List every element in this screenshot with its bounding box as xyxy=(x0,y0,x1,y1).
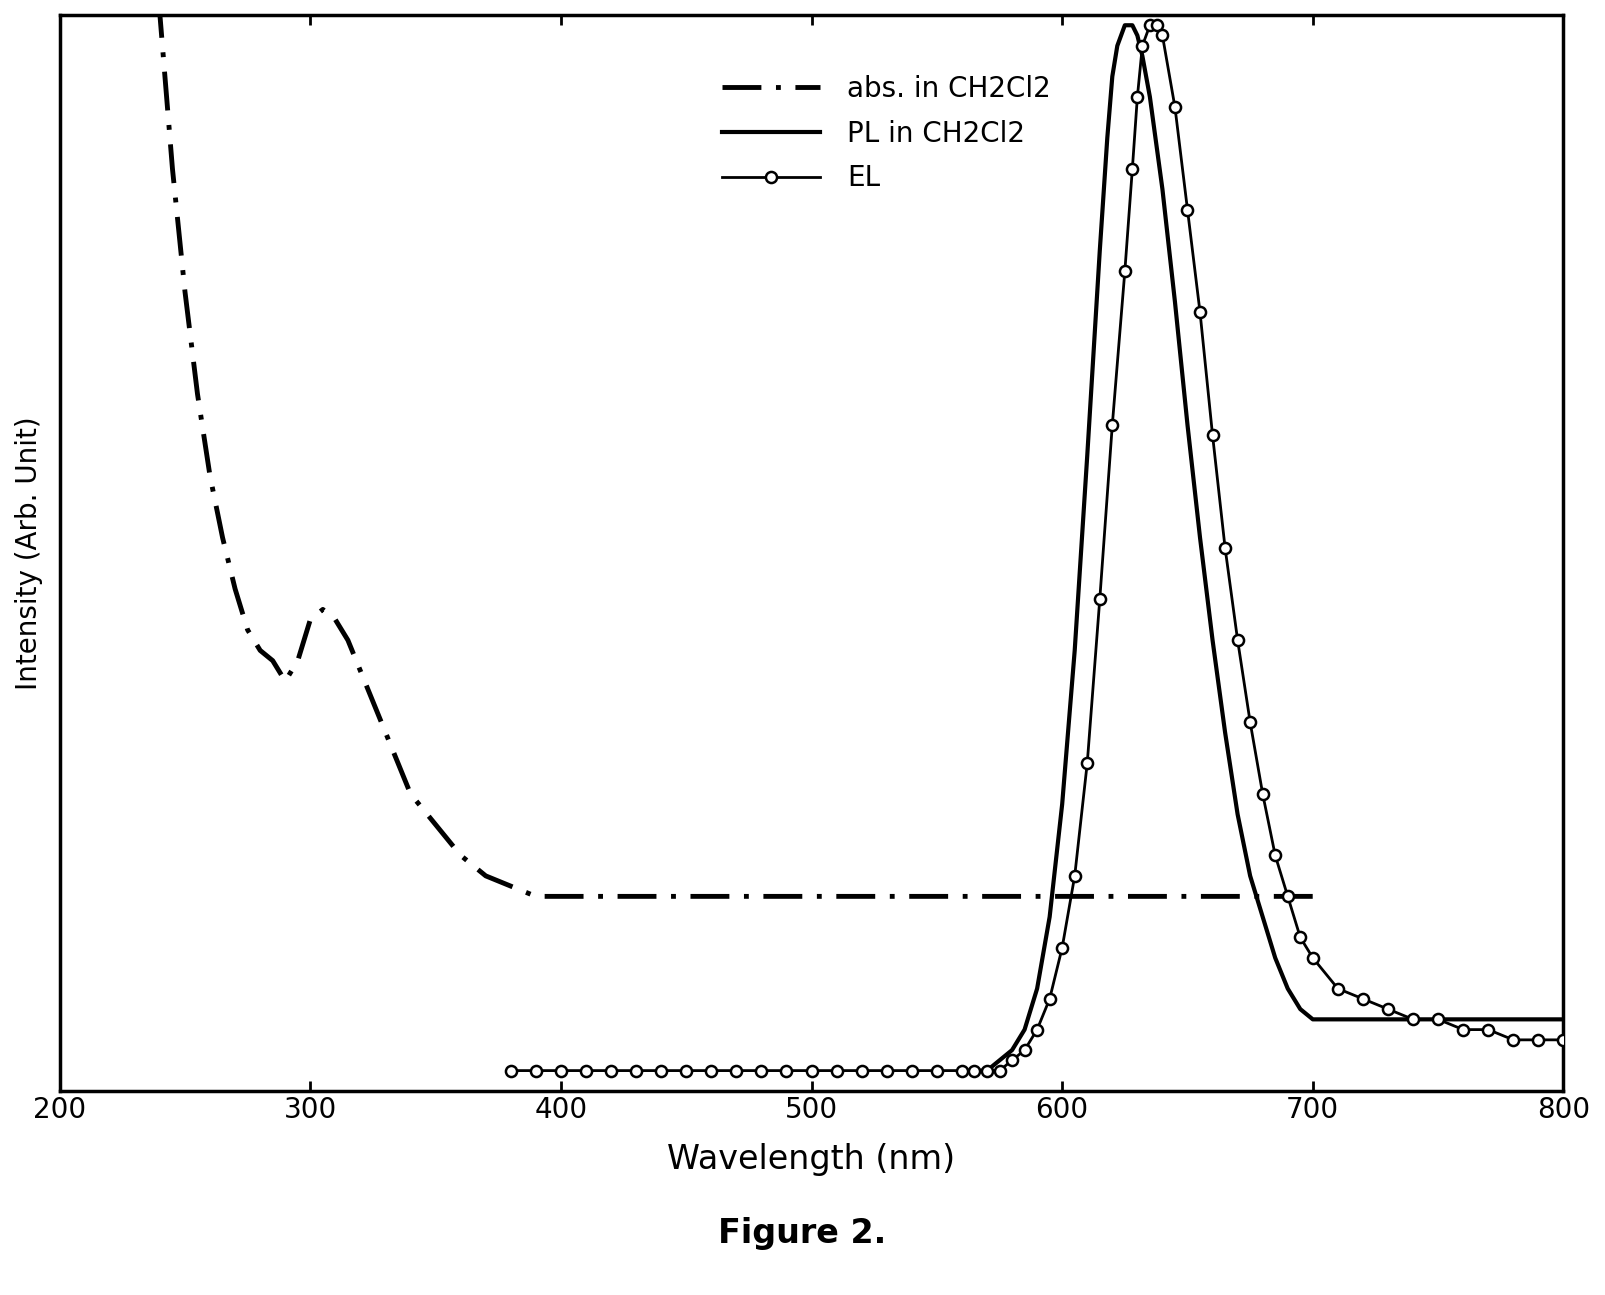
abs. in CH2Cl2 xyxy=(902,888,921,904)
PL in CH2Cl2 xyxy=(1191,530,1210,545)
abs. in CH2Cl2 xyxy=(1202,888,1221,904)
abs. in CH2Cl2 xyxy=(238,622,257,637)
PL in CH2Cl2 xyxy=(1266,951,1286,966)
abs. in CH2Cl2 xyxy=(802,888,822,904)
Text: Figure 2.: Figure 2. xyxy=(719,1217,886,1250)
abs. in CH2Cl2 xyxy=(425,817,445,833)
PL in CH2Cl2 xyxy=(965,1063,984,1079)
abs. in CH2Cl2 xyxy=(1254,888,1273,904)
EL xyxy=(501,1063,520,1079)
PL in CH2Cl2 xyxy=(1040,909,1059,925)
Legend: abs. in CH2Cl2, PL in CH2Cl2, EL: abs. in CH2Cl2, PL in CH2Cl2, EL xyxy=(708,61,1066,206)
PL in CH2Cl2 xyxy=(1133,48,1152,63)
abs. in CH2Cl2 xyxy=(1152,888,1172,904)
abs. in CH2Cl2 xyxy=(313,602,332,618)
PL in CH2Cl2 xyxy=(1178,417,1197,433)
abs. in CH2Cl2 xyxy=(501,878,520,894)
PL in CH2Cl2 xyxy=(1353,1011,1372,1027)
abs. in CH2Cl2 xyxy=(289,653,308,668)
PL in CH2Cl2 xyxy=(1128,27,1148,43)
abs. in CH2Cl2 xyxy=(652,888,671,904)
abs. in CH2Cl2 xyxy=(300,613,319,628)
abs. in CH2Cl2 xyxy=(250,642,270,658)
PL in CH2Cl2 xyxy=(1115,17,1135,32)
abs. in CH2Cl2 xyxy=(751,888,770,904)
abs. in CH2Cl2 xyxy=(852,888,872,904)
abs. in CH2Cl2 xyxy=(351,663,371,679)
abs. in CH2Cl2 xyxy=(225,581,244,597)
abs. in CH2Cl2 xyxy=(175,284,194,299)
PL in CH2Cl2 xyxy=(1215,725,1234,741)
EL xyxy=(1554,1032,1573,1048)
PL in CH2Cl2 xyxy=(1066,642,1085,658)
abs. in CH2Cl2 xyxy=(477,868,496,883)
abs. in CH2Cl2 xyxy=(401,786,421,802)
abs. in CH2Cl2 xyxy=(701,888,721,904)
PL in CH2Cl2 xyxy=(1278,980,1297,996)
abs. in CH2Cl2 xyxy=(151,8,170,23)
X-axis label: Wavelength (nm): Wavelength (nm) xyxy=(668,1143,955,1176)
PL in CH2Cl2 xyxy=(1077,448,1096,464)
abs. in CH2Cl2 xyxy=(326,613,345,628)
EL xyxy=(876,1063,896,1079)
PL in CH2Cl2 xyxy=(990,1053,1010,1068)
abs. in CH2Cl2 xyxy=(376,725,395,741)
PL in CH2Cl2 xyxy=(1428,1011,1448,1027)
abs. in CH2Cl2 xyxy=(388,755,408,771)
Y-axis label: Intensity (Arb. Unit): Intensity (Arb. Unit) xyxy=(14,416,43,690)
abs. in CH2Cl2 xyxy=(526,888,546,904)
PL in CH2Cl2 xyxy=(1165,294,1184,310)
PL in CH2Cl2 xyxy=(1241,868,1260,883)
PL in CH2Cl2 xyxy=(1554,1011,1573,1027)
abs. in CH2Cl2 xyxy=(1053,888,1072,904)
EL xyxy=(1140,17,1159,32)
abs. in CH2Cl2 xyxy=(162,161,181,176)
abs. in CH2Cl2 xyxy=(551,888,570,904)
PL in CH2Cl2 xyxy=(1103,69,1122,84)
abs. in CH2Cl2 xyxy=(339,632,358,648)
EL xyxy=(751,1063,770,1079)
PL in CH2Cl2 xyxy=(1303,1011,1323,1027)
EL xyxy=(977,1063,997,1079)
abs. in CH2Cl2 xyxy=(1303,888,1323,904)
PL in CH2Cl2 xyxy=(1254,909,1273,925)
PL in CH2Cl2 xyxy=(1003,1042,1022,1058)
PL in CH2Cl2 xyxy=(1202,632,1221,648)
PL in CH2Cl2 xyxy=(1014,1022,1034,1037)
PL in CH2Cl2 xyxy=(1124,17,1143,32)
abs. in CH2Cl2 xyxy=(1003,888,1022,904)
EL xyxy=(1165,100,1184,115)
abs. in CH2Cl2 xyxy=(213,530,233,545)
PL in CH2Cl2 xyxy=(952,1063,971,1079)
abs. in CH2Cl2 xyxy=(451,848,470,864)
PL in CH2Cl2 xyxy=(1228,807,1247,822)
abs. in CH2Cl2 xyxy=(363,694,382,710)
Line: PL in CH2Cl2: PL in CH2Cl2 xyxy=(961,25,1563,1071)
PL in CH2Cl2 xyxy=(1290,1001,1310,1017)
abs. in CH2Cl2 xyxy=(276,673,295,689)
abs. in CH2Cl2 xyxy=(602,888,621,904)
EL xyxy=(928,1063,947,1079)
abs. in CH2Cl2 xyxy=(1103,888,1122,904)
PL in CH2Cl2 xyxy=(1090,243,1109,259)
PL in CH2Cl2 xyxy=(1027,980,1046,996)
abs. in CH2Cl2 xyxy=(952,888,971,904)
EL xyxy=(965,1063,984,1079)
PL in CH2Cl2 xyxy=(1152,181,1172,197)
Line: EL: EL xyxy=(506,19,1570,1076)
PL in CH2Cl2 xyxy=(977,1063,997,1079)
PL in CH2Cl2 xyxy=(1053,796,1072,812)
PL in CH2Cl2 xyxy=(1098,131,1117,146)
PL in CH2Cl2 xyxy=(1140,89,1159,105)
abs. in CH2Cl2 xyxy=(201,469,220,484)
PL in CH2Cl2 xyxy=(1107,38,1127,53)
Line: abs. in CH2Cl2: abs. in CH2Cl2 xyxy=(59,0,1313,896)
PL in CH2Cl2 xyxy=(1329,1011,1348,1027)
abs. in CH2Cl2 xyxy=(263,653,282,668)
abs. in CH2Cl2 xyxy=(188,386,207,401)
